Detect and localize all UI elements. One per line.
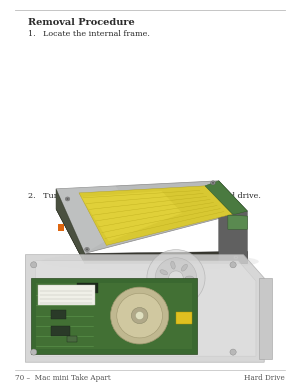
Polygon shape	[219, 181, 247, 263]
Circle shape	[136, 312, 144, 320]
Bar	[77, 283, 98, 293]
Circle shape	[117, 293, 163, 338]
Polygon shape	[79, 186, 232, 245]
Text: 70 –  Mac mini Take Apart: 70 – Mac mini Take Apart	[15, 374, 111, 382]
Ellipse shape	[171, 287, 175, 295]
Bar	[51, 326, 70, 336]
Circle shape	[85, 248, 89, 251]
Polygon shape	[228, 215, 248, 229]
Text: Hard Drive: Hard Drive	[244, 374, 285, 382]
Bar	[259, 278, 272, 359]
Text: 1.   Locate the internal frame.: 1. Locate the internal frame.	[28, 30, 150, 38]
Circle shape	[230, 262, 236, 268]
Circle shape	[147, 249, 205, 307]
Ellipse shape	[160, 270, 168, 275]
Polygon shape	[36, 261, 256, 356]
Circle shape	[66, 198, 69, 200]
Polygon shape	[56, 181, 247, 253]
Bar	[36, 283, 191, 349]
Text: Removal Procedure: Removal Procedure	[28, 18, 135, 27]
Circle shape	[155, 258, 197, 298]
Polygon shape	[205, 181, 247, 214]
Ellipse shape	[171, 261, 175, 269]
Bar	[51, 310, 66, 319]
Circle shape	[131, 307, 148, 324]
Polygon shape	[56, 209, 247, 263]
Circle shape	[212, 182, 214, 184]
Circle shape	[86, 248, 88, 250]
Circle shape	[211, 181, 215, 185]
Ellipse shape	[41, 253, 259, 270]
Polygon shape	[56, 189, 85, 263]
Bar	[176, 312, 191, 324]
Circle shape	[234, 255, 238, 260]
Bar	[31, 278, 197, 354]
Ellipse shape	[160, 281, 168, 286]
Circle shape	[235, 256, 237, 258]
Text: 2.   Turn over the internal frame to locate the hard drive.: 2. Turn over the internal frame to locat…	[28, 192, 261, 200]
Circle shape	[65, 197, 70, 201]
Circle shape	[110, 287, 169, 344]
Bar	[58, 224, 64, 231]
Bar	[67, 336, 77, 342]
Circle shape	[31, 262, 37, 268]
Circle shape	[31, 349, 37, 355]
Bar	[38, 285, 95, 305]
Ellipse shape	[181, 285, 188, 292]
Ellipse shape	[181, 264, 188, 271]
Polygon shape	[26, 255, 264, 362]
Polygon shape	[81, 191, 182, 241]
Circle shape	[230, 349, 236, 355]
Polygon shape	[56, 186, 139, 253]
Ellipse shape	[185, 276, 194, 280]
Circle shape	[169, 271, 183, 285]
